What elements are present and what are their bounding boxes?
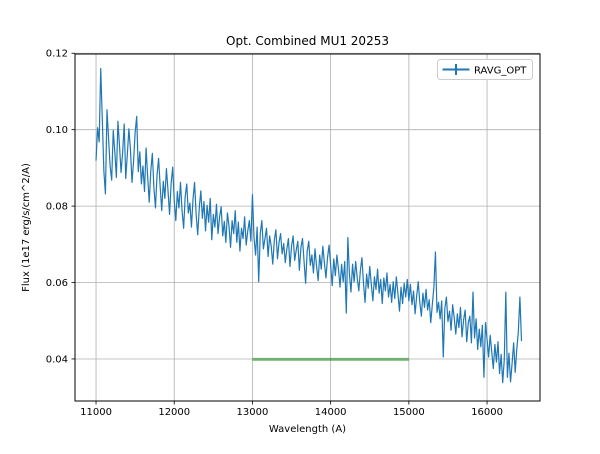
- x-tick-label: 13000: [237, 407, 269, 418]
- legend: RAVG_OPT: [437, 59, 533, 80]
- legend-label: RAVG_OPT: [474, 66, 527, 77]
- grid-lines: [75, 52, 540, 401]
- x-axis-label: Wavelength (A): [269, 424, 346, 435]
- x-tick-label: 16000: [471, 407, 503, 418]
- y-tick-label: 0.08: [46, 202, 68, 213]
- y-tick-label: 0.10: [46, 125, 68, 136]
- x-tick-label: 14000: [315, 407, 347, 418]
- axes-frame: [74, 53, 541, 402]
- y-tick-label: 0.04: [46, 354, 68, 365]
- y-axis-label: Flux (1e17 erg/s/cm^2/A): [21, 163, 32, 292]
- x-tick-label: 11000: [80, 407, 112, 418]
- legend-frame: [437, 59, 533, 80]
- y-tick-label: 0.12: [46, 49, 68, 60]
- chart-title: Opt. Combined MU1 20253: [226, 34, 389, 48]
- data-layer: [95, 67, 523, 384]
- spectrum-line: [95, 67, 523, 384]
- x-tick-label: 15000: [393, 407, 425, 418]
- y-tick-label: 0.06: [46, 278, 68, 289]
- tick-marks-and-labels: 11000 12000 13000 14000 15000 16000 0.04 0.06 0.…: [46, 49, 503, 418]
- x-tick-label: 12000: [158, 407, 190, 418]
